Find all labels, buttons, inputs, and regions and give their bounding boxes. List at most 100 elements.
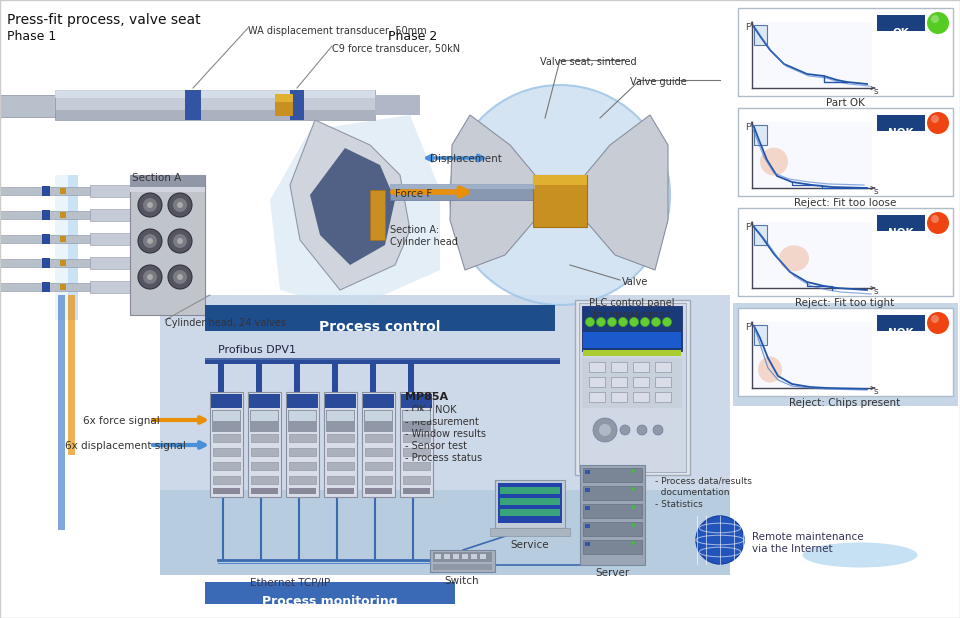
- Text: Phase 2: Phase 2: [388, 30, 437, 43]
- Circle shape: [599, 424, 611, 436]
- Bar: [251, 434, 278, 442]
- Bar: [185, 90, 201, 120]
- Text: Section A: Section A: [132, 173, 181, 183]
- Bar: [325, 394, 356, 408]
- Bar: [633, 392, 649, 402]
- Bar: [213, 488, 240, 494]
- Text: F: F: [745, 223, 750, 232]
- Text: s: s: [874, 87, 878, 96]
- Text: NOK: NOK: [888, 128, 914, 138]
- Bar: [213, 411, 240, 421]
- Bar: [0, 106, 55, 110]
- Bar: [90, 281, 130, 293]
- Bar: [402, 410, 431, 432]
- Circle shape: [593, 418, 617, 442]
- Text: F: F: [745, 23, 750, 32]
- Bar: [289, 434, 316, 442]
- Circle shape: [637, 425, 647, 435]
- Bar: [90, 185, 130, 197]
- Bar: [390, 184, 535, 200]
- Text: Part OK: Part OK: [826, 98, 864, 108]
- Bar: [754, 25, 767, 45]
- Bar: [42, 210, 50, 220]
- Circle shape: [596, 318, 606, 326]
- Bar: [433, 552, 492, 562]
- Bar: [585, 524, 590, 528]
- Bar: [0, 259, 90, 267]
- Bar: [498, 483, 562, 523]
- Bar: [289, 476, 316, 484]
- Bar: [248, 392, 281, 497]
- Bar: [365, 462, 392, 470]
- Bar: [327, 434, 354, 442]
- Text: 6x force signal: 6x force signal: [83, 416, 159, 426]
- Bar: [213, 448, 240, 456]
- Text: - OK / NOK: - OK / NOK: [405, 405, 457, 415]
- Bar: [462, 554, 468, 559]
- Bar: [585, 470, 590, 474]
- Circle shape: [147, 202, 153, 208]
- Text: Press-fit process, valve seat: Press-fit process, valve seat: [7, 13, 201, 27]
- Bar: [289, 448, 316, 456]
- Circle shape: [143, 198, 157, 212]
- Bar: [752, 122, 872, 188]
- Bar: [500, 487, 560, 494]
- Bar: [365, 448, 392, 456]
- Text: s: s: [874, 287, 878, 296]
- Polygon shape: [450, 115, 535, 270]
- Circle shape: [143, 270, 157, 284]
- Bar: [403, 434, 430, 442]
- Text: - Sensor test: - Sensor test: [405, 441, 467, 451]
- Bar: [211, 394, 242, 408]
- Bar: [250, 410, 279, 432]
- Text: Cylinder head, 24 valves: Cylinder head, 24 valves: [165, 318, 286, 328]
- Ellipse shape: [760, 148, 788, 176]
- Bar: [364, 410, 393, 432]
- Bar: [55, 90, 375, 98]
- Bar: [42, 258, 50, 268]
- Circle shape: [177, 274, 183, 280]
- Circle shape: [173, 234, 187, 248]
- Bar: [582, 306, 682, 351]
- Bar: [205, 305, 555, 331]
- Bar: [579, 303, 686, 472]
- Text: documentation: documentation: [655, 488, 730, 497]
- Bar: [752, 322, 872, 388]
- Circle shape: [631, 523, 635, 527]
- Bar: [754, 325, 767, 345]
- Bar: [533, 175, 587, 185]
- Text: s: s: [874, 187, 878, 196]
- Bar: [611, 377, 627, 387]
- Circle shape: [177, 202, 183, 208]
- Circle shape: [662, 318, 671, 326]
- Circle shape: [696, 516, 744, 564]
- Text: Phase 1: Phase 1: [7, 30, 57, 43]
- Bar: [90, 257, 130, 269]
- Bar: [585, 506, 590, 510]
- Bar: [290, 90, 304, 120]
- Circle shape: [450, 85, 670, 305]
- Text: Ethernet TCP/IP: Ethernet TCP/IP: [250, 578, 330, 588]
- Bar: [58, 295, 65, 530]
- Bar: [754, 125, 767, 145]
- Bar: [877, 315, 925, 331]
- Bar: [375, 95, 420, 115]
- Bar: [433, 564, 492, 570]
- Bar: [589, 362, 605, 372]
- Bar: [251, 476, 278, 484]
- Polygon shape: [270, 115, 440, 310]
- Bar: [655, 362, 671, 372]
- Text: - Process data/results: - Process data/results: [655, 476, 752, 485]
- Circle shape: [173, 270, 187, 284]
- Text: NOK: NOK: [888, 228, 914, 238]
- Circle shape: [927, 212, 949, 234]
- Bar: [589, 377, 605, 387]
- Bar: [752, 22, 872, 88]
- Bar: [212, 410, 241, 432]
- Bar: [583, 332, 681, 348]
- Text: Force F: Force F: [395, 189, 432, 199]
- Bar: [877, 115, 925, 131]
- Circle shape: [631, 505, 635, 509]
- Bar: [583, 350, 681, 356]
- Bar: [390, 184, 535, 189]
